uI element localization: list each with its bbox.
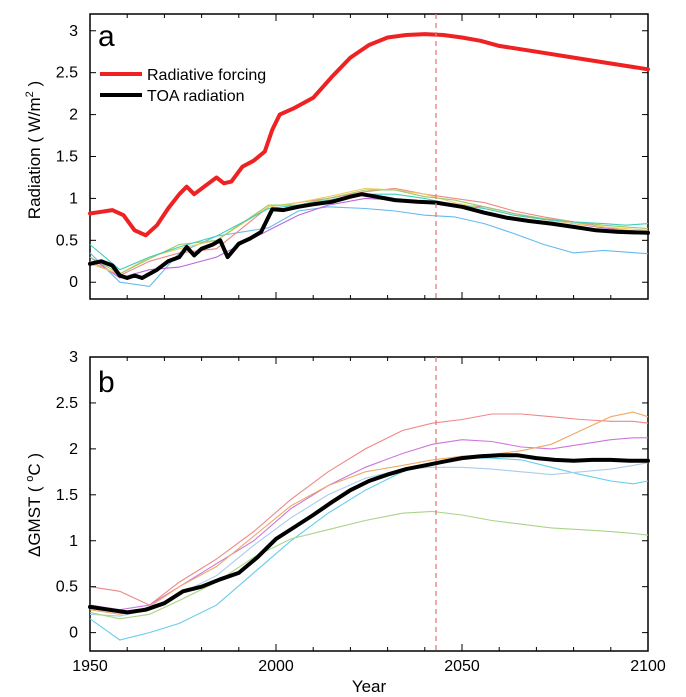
x-tick-label: 2000 bbox=[258, 658, 294, 675]
y-tick-label: 1.5 bbox=[56, 487, 78, 504]
x-tick-label: 1950 bbox=[72, 658, 108, 675]
ensemble-line-1 bbox=[89, 413, 649, 606]
x-tick-label: 2100 bbox=[630, 658, 666, 675]
panel-b-ylabel: ΔGMST ( oC ) bbox=[24, 453, 44, 557]
panel-b: 0 0.5 1 1.5 2 2.5 3 1950 2000 2050 2100 b ΔGMST (… bbox=[24, 349, 666, 696]
panel-a-series bbox=[88, 32, 650, 280]
y-tick-label: 2 bbox=[69, 107, 78, 124]
panel-a-y-ticks: 0 0.5 1 1.5 2 2.5 3 bbox=[56, 23, 648, 291]
legend: Radiative forcing TOA radiation bbox=[100, 67, 266, 105]
y-tick-label: 1 bbox=[69, 533, 78, 550]
x-axis-title: Year bbox=[352, 677, 387, 696]
panel-b-frame bbox=[89, 356, 649, 652]
ensemble-line-5 bbox=[89, 462, 649, 617]
panel-b-letter: b bbox=[98, 366, 115, 399]
x-tick-label: 2050 bbox=[444, 658, 480, 675]
y-tick-label: 2.5 bbox=[56, 395, 78, 412]
y-tick-label: 0 bbox=[69, 274, 78, 291]
y-tick-label: 2 bbox=[69, 441, 78, 458]
y-tick-label: 1.5 bbox=[56, 149, 78, 166]
ensemble-line-6 bbox=[89, 510, 649, 620]
panel-a: 0 0.5 1 1.5 2 2.5 3 a Radiation ( W/m2 ) Radia… bbox=[24, 13, 650, 300]
series-line-radiative-forcing bbox=[88, 32, 650, 238]
legend-label-toa-radiation: TOA radiation bbox=[147, 88, 245, 105]
series-line-toa-radiation bbox=[88, 192, 650, 280]
panel-a-letter: a bbox=[98, 20, 115, 53]
y-tick-label: 3 bbox=[69, 23, 78, 40]
panel-a-ylabel: Radiation ( W/m2 ) bbox=[24, 81, 44, 219]
panel-b-series bbox=[88, 453, 650, 615]
y-tick-label: 0 bbox=[69, 625, 78, 642]
ensemble-line-6 bbox=[89, 193, 649, 271]
series-line-main-1 bbox=[88, 453, 650, 615]
ensemble-line-2 bbox=[89, 437, 648, 611]
panel-a-x-ticks bbox=[89, 14, 649, 299]
y-tick-label: 2.5 bbox=[56, 65, 78, 82]
legend-label-radiative-forcing: Radiative forcing bbox=[147, 67, 266, 84]
panel-b-y-ticks: 0 0.5 1 1.5 2 2.5 3 bbox=[56, 349, 648, 642]
panel-b-x-ticks: 1950 2000 2050 2100 bbox=[72, 357, 666, 675]
ensemble-line-4 bbox=[89, 457, 649, 641]
y-tick-label: 0.5 bbox=[56, 579, 78, 596]
y-tick-label: 1 bbox=[69, 190, 78, 207]
panel-a-ensemble bbox=[89, 187, 649, 287]
y-tick-label: 3 bbox=[69, 349, 78, 366]
y-tick-label: 0.5 bbox=[56, 232, 78, 249]
ensemble-line-2 bbox=[89, 197, 649, 279]
panel-b-ensemble bbox=[89, 411, 649, 641]
ensemble-line-3 bbox=[89, 411, 649, 615]
